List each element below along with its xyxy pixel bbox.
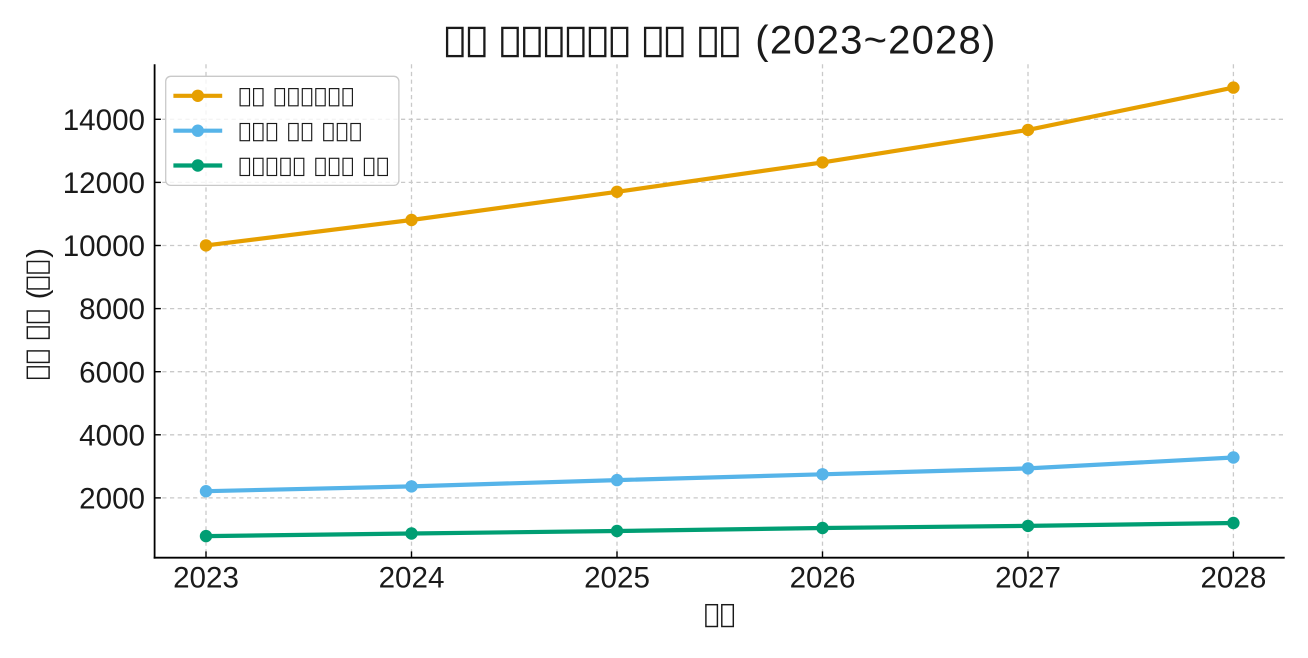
svg-text:4000: 4000 — [79, 419, 145, 452]
svg-text:(2023~2028): (2023~2028) — [755, 19, 996, 63]
svg-text:2024: 2024 — [379, 562, 445, 595]
svg-text:2023: 2023 — [173, 562, 239, 595]
svg-text:2027: 2027 — [995, 562, 1061, 595]
svg-text:): ) — [22, 248, 54, 258]
svg-text:6000: 6000 — [79, 356, 145, 389]
svg-text:2000: 2000 — [79, 483, 145, 516]
svg-text:8000: 8000 — [79, 293, 145, 326]
svg-text:12000: 12000 — [63, 167, 145, 200]
svg-text:2028: 2028 — [1200, 562, 1266, 595]
svg-text:14000: 14000 — [63, 104, 145, 137]
svg-text:2026: 2026 — [790, 562, 856, 595]
svg-text:(: ( — [22, 289, 54, 299]
svg-text:2025: 2025 — [584, 562, 650, 595]
svg-text:10000: 10000 — [63, 230, 145, 263]
